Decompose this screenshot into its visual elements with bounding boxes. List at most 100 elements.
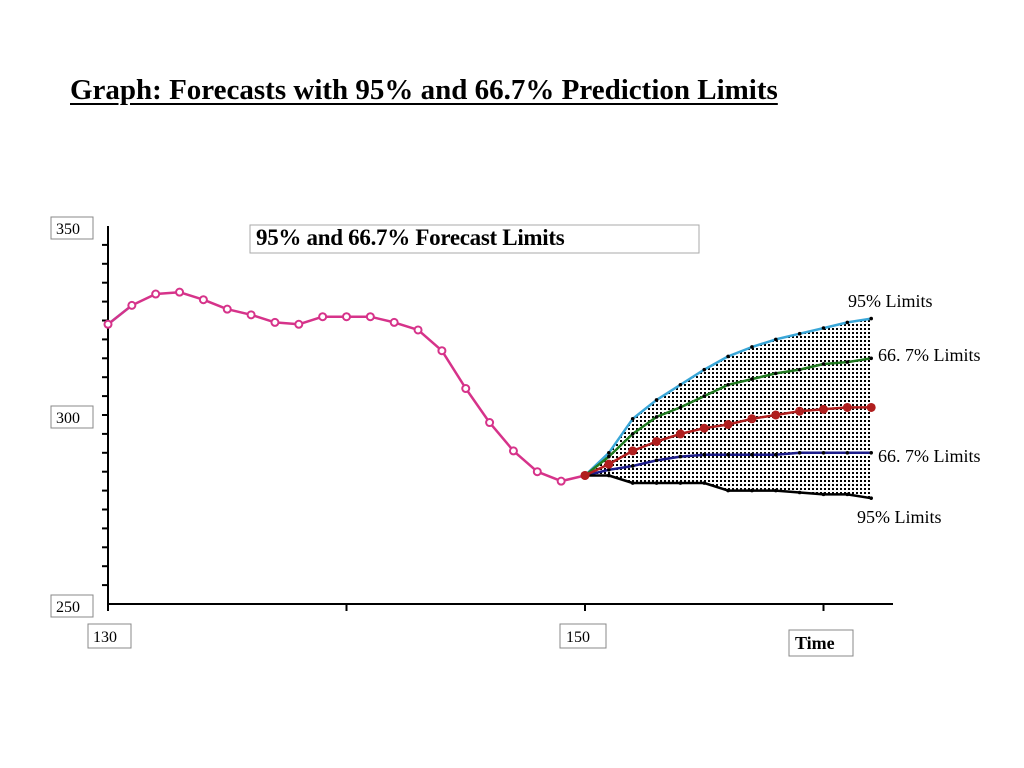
x-tick-label-150: 150 <box>566 629 590 646</box>
data-point-observed <box>532 467 542 477</box>
data-point-forecast <box>604 459 614 469</box>
y-tick-350: 350 <box>50 216 94 240</box>
label-lower-95: 95% Limits <box>857 507 942 527</box>
data-point-lower-667 <box>630 464 635 468</box>
data-point-lower-95 <box>630 481 635 485</box>
data-point-lower-667 <box>845 451 850 455</box>
data-point-observed <box>485 418 495 428</box>
data-point-observed <box>318 312 328 322</box>
data-point-upper-95 <box>774 337 778 342</box>
data-point-forecast <box>652 436 662 446</box>
data-point-upper-667 <box>797 367 802 372</box>
data-point-observed <box>437 346 447 356</box>
chart-title: 95% and 66.7% Forecast Limits <box>256 225 565 250</box>
data-point-upper-95 <box>702 367 707 372</box>
data-point-lower-667 <box>797 451 802 455</box>
data-point-upper-667 <box>750 377 754 381</box>
data-point-observed <box>461 384 471 394</box>
data-point-observed <box>222 304 232 314</box>
data-point-forecast <box>747 414 757 424</box>
data-point-lower-667 <box>869 451 873 455</box>
data-point-lower-667 <box>702 452 707 457</box>
data-point-forecast <box>866 402 876 412</box>
data-point-upper-667 <box>774 371 778 376</box>
data-point-forecast <box>819 404 828 414</box>
label-upper-95: 95% Limits <box>848 291 933 311</box>
data-point-upper-667 <box>654 415 659 419</box>
data-point-observed <box>556 476 566 486</box>
data-point-lower-95 <box>726 488 730 493</box>
data-point-lower-95 <box>869 496 873 500</box>
data-point-observed <box>127 300 137 310</box>
data-point-lower-95 <box>607 473 611 478</box>
data-point-observed <box>365 312 375 322</box>
data-point-observed <box>198 295 208 305</box>
data-point-upper-95 <box>750 345 754 349</box>
data-point-upper-95 <box>607 451 611 455</box>
data-point-upper-667 <box>607 454 611 459</box>
data-point-upper-667 <box>869 356 873 361</box>
x-axis-label-box: Time <box>788 629 854 657</box>
data-point-upper-95 <box>845 320 850 325</box>
label-lower-667: 66. 7% Limits <box>878 446 981 466</box>
x-tick-130: 130 <box>87 623 132 649</box>
data-point-forecast <box>723 419 733 429</box>
data-point-lower-95 <box>678 481 683 485</box>
data-point-observed <box>151 289 161 299</box>
data-point-observed <box>175 287 185 297</box>
y-tick-label-350: 350 <box>56 221 80 238</box>
label-upper-667: 66. 7% Limits <box>878 345 981 365</box>
data-point-lower-95 <box>774 488 778 493</box>
data-point-lower-667 <box>774 452 778 457</box>
data-point-upper-667 <box>678 405 683 410</box>
data-point-observed <box>413 325 423 335</box>
data-point-lower-667 <box>821 451 826 455</box>
x-major-ticks <box>107 604 825 611</box>
data-point-observed <box>342 312 351 322</box>
y-tick-label-300: 300 <box>56 410 80 427</box>
data-point-lower-95 <box>797 490 802 495</box>
data-point-lower-667 <box>654 458 659 463</box>
data-point-observed <box>389 317 399 327</box>
x-tick-label-130: 130 <box>93 629 117 646</box>
data-point-upper-95 <box>654 398 659 402</box>
y-tick-250: 250 <box>50 594 94 618</box>
series-layer <box>103 287 876 500</box>
data-point-upper-667 <box>702 394 707 398</box>
data-point-forecast <box>842 402 852 412</box>
page-title: Graph: Forecasts with 95% and 66.7% Pred… <box>70 74 778 106</box>
data-point-forecast <box>771 410 781 420</box>
data-point-observed <box>270 317 280 327</box>
data-point-upper-95 <box>797 331 802 336</box>
data-point-lower-95 <box>845 492 850 497</box>
data-point-upper-95 <box>821 326 826 330</box>
data-point-forecast <box>699 423 709 433</box>
data-point-observed <box>294 319 304 329</box>
data-point-forecast <box>628 446 638 456</box>
chart-title-box: 95% and 66.7% Forecast Limits <box>249 224 700 254</box>
data-point-lower-667 <box>726 452 730 457</box>
data-point-upper-95 <box>726 354 730 359</box>
y-tick-300: 300 <box>50 405 94 429</box>
data-point-lower-95 <box>702 481 707 485</box>
y-tick-label-250: 250 <box>56 599 80 616</box>
data-point-upper-95 <box>630 416 635 421</box>
data-point-lower-95 <box>821 492 826 497</box>
data-point-upper-667 <box>726 382 730 387</box>
data-point-upper-95 <box>869 316 873 321</box>
x-tick-150: 150 <box>559 623 607 649</box>
data-point-lower-667 <box>750 452 754 457</box>
x-axis-label: Time <box>795 633 835 653</box>
data-point-forecast <box>795 406 805 416</box>
data-point-lower-667 <box>607 468 611 472</box>
axes <box>102 226 893 611</box>
data-point-observed <box>246 310 256 320</box>
data-point-upper-667 <box>630 432 635 436</box>
data-point-lower-95 <box>750 488 754 493</box>
data-point-upper-667 <box>821 362 826 366</box>
data-point-upper-95 <box>678 382 683 387</box>
y-minor-ticks <box>102 243 108 587</box>
data-point-observed <box>508 446 518 456</box>
data-point-lower-95 <box>654 481 659 485</box>
